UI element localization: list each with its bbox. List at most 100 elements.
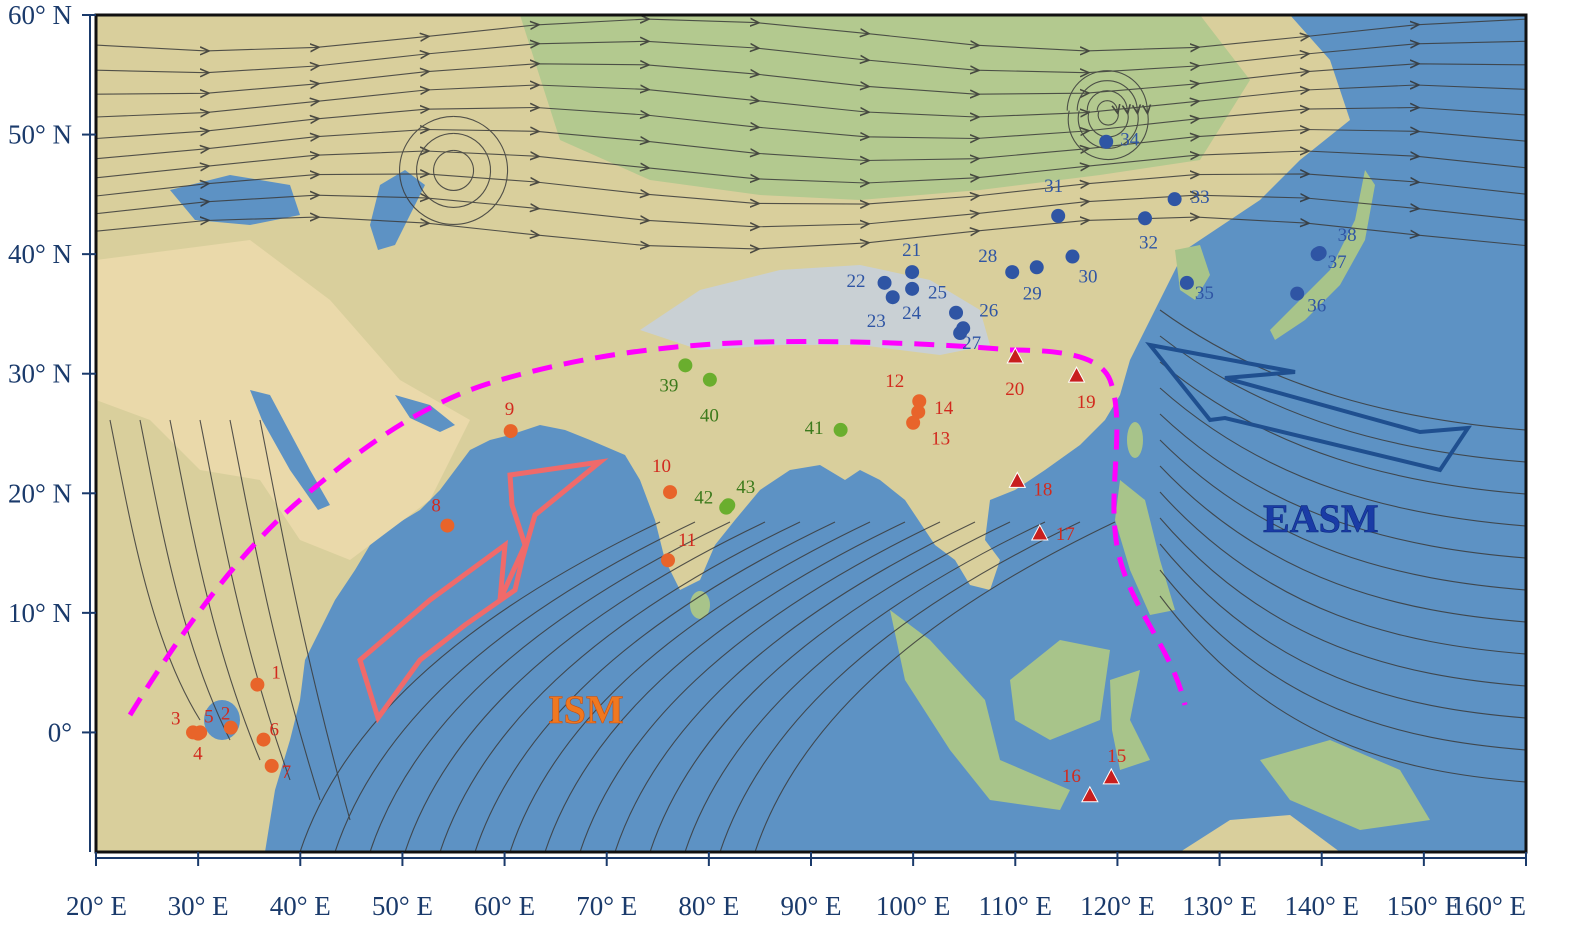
- streamline: [1159, 361, 1526, 495]
- streamline: [404, 521, 766, 852]
- site-circle-marker: [953, 326, 968, 341]
- site-number-label: 20: [1005, 379, 1024, 400]
- streamline: [299, 521, 661, 852]
- site-circle-marker: [1138, 211, 1153, 226]
- site-number-label: 4: [193, 744, 203, 765]
- streamline: [96, 217, 1526, 249]
- site-number-label: 28: [978, 246, 997, 267]
- site-number-label: 43: [736, 477, 755, 498]
- site-triangle-marker: [1067, 366, 1086, 383]
- streamline: [1159, 543, 1526, 719]
- site-triangle-marker: [1006, 346, 1025, 364]
- streamline: [1159, 413, 1526, 559]
- site-number-label: 2: [221, 704, 231, 725]
- site-circle-marker: [721, 498, 736, 513]
- site-number-label: 21: [902, 240, 921, 261]
- new-guinea: [1260, 740, 1430, 830]
- x-tick-label: 50° E: [372, 891, 433, 921]
- x-tick-label: 40° E: [270, 891, 331, 921]
- northern-australia: [1180, 815, 1340, 852]
- streamline: [579, 521, 941, 852]
- site-number-label: 1: [271, 663, 281, 684]
- streamline: [544, 521, 906, 852]
- site-circle-marker: [440, 518, 455, 533]
- site-triangle-marker: [1030, 523, 1049, 541]
- site-circle-marker: [906, 415, 921, 430]
- x-tick-label: 90° E: [780, 891, 841, 921]
- streamline: [399, 115, 509, 225]
- streamline: [1086, 90, 1128, 138]
- site-number-label: 14: [934, 398, 954, 419]
- x-tick-label: 100° E: [876, 891, 951, 921]
- x-tick-label: 80° E: [678, 891, 739, 921]
- x-tick-label: 140° E: [1284, 891, 1359, 921]
- y-tick-label: 10° N: [8, 598, 72, 628]
- x-tick-label: 110° E: [979, 891, 1053, 921]
- x-tick-label: 120° E: [1080, 891, 1155, 921]
- site-triangle-marker: [1081, 785, 1099, 803]
- site-number-label: 3: [171, 708, 181, 729]
- philippine-islands: [1115, 480, 1175, 615]
- streamline: [684, 521, 1046, 852]
- streamline: [719, 521, 1081, 852]
- sumatra-java: [890, 610, 1070, 810]
- taiwan: [1127, 422, 1143, 458]
- streamline: [1159, 387, 1526, 527]
- site-number-label: 33: [1191, 187, 1210, 208]
- site-circle-marker: [1312, 245, 1327, 260]
- streamline: [509, 521, 871, 852]
- site-circle-marker: [663, 485, 678, 500]
- streamline: [1076, 80, 1138, 149]
- streamline: [614, 521, 976, 852]
- site-triangle-marker: [1102, 767, 1121, 785]
- site-number-label: 40: [700, 406, 719, 427]
- site-number-label: 9: [505, 399, 515, 420]
- site-number-label: 23: [867, 311, 886, 332]
- site-number-label: 26: [979, 300, 998, 321]
- y-tick-label: 40° N: [8, 239, 72, 269]
- site-number-label: 31: [1044, 176, 1063, 197]
- site-number-label: 36: [1307, 296, 1326, 317]
- streamline: [199, 419, 291, 781]
- x-tick-label: 150° E: [1387, 891, 1462, 921]
- site-number-label: 6: [270, 720, 280, 741]
- site-number-label: 10: [652, 456, 671, 477]
- site-circle-marker: [1029, 260, 1044, 275]
- site-number-label: 12: [885, 371, 904, 392]
- ism-flow-arrow: [357, 458, 609, 724]
- sri-lanka: [690, 591, 710, 619]
- y-tick-label: 50° N: [8, 120, 72, 150]
- x-tick-label: 70° E: [576, 891, 637, 921]
- wind-streamlines: [96, 19, 1526, 852]
- streamline: [1066, 70, 1148, 161]
- site-circle-marker: [949, 305, 964, 320]
- streamline: [1159, 309, 1526, 431]
- site-number-label: 30: [1078, 267, 1097, 288]
- site-circle-marker: [1179, 275, 1194, 290]
- site-circle-marker: [264, 758, 279, 773]
- site-circle-marker: [1051, 208, 1066, 223]
- site-number-label: 38: [1338, 225, 1357, 246]
- site-circle-marker: [1167, 192, 1182, 207]
- site-number-label: 32: [1139, 232, 1158, 253]
- site-circle-marker: [877, 275, 892, 290]
- y-tick-label: 60° N: [8, 0, 72, 30]
- site-number-label: 17: [1056, 524, 1075, 545]
- streamline: [439, 521, 801, 852]
- y-tick-label: 0°: [48, 717, 72, 747]
- streamline: [1159, 335, 1526, 463]
- site-circle-marker: [503, 424, 518, 439]
- site-number-label: 25: [928, 283, 947, 304]
- streamline: [1159, 439, 1526, 591]
- easm-label: EASM: [1263, 496, 1379, 541]
- site-number-label: 37: [1328, 252, 1347, 273]
- streamline: [369, 521, 731, 852]
- site-number-label: 18: [1033, 479, 1052, 500]
- site-circle-marker: [702, 372, 717, 387]
- site-triangle-marker: [1008, 471, 1027, 488]
- tibetan-plateau: [640, 265, 990, 355]
- streamline: [649, 521, 1011, 852]
- x-tick-label: 20° E: [66, 891, 127, 921]
